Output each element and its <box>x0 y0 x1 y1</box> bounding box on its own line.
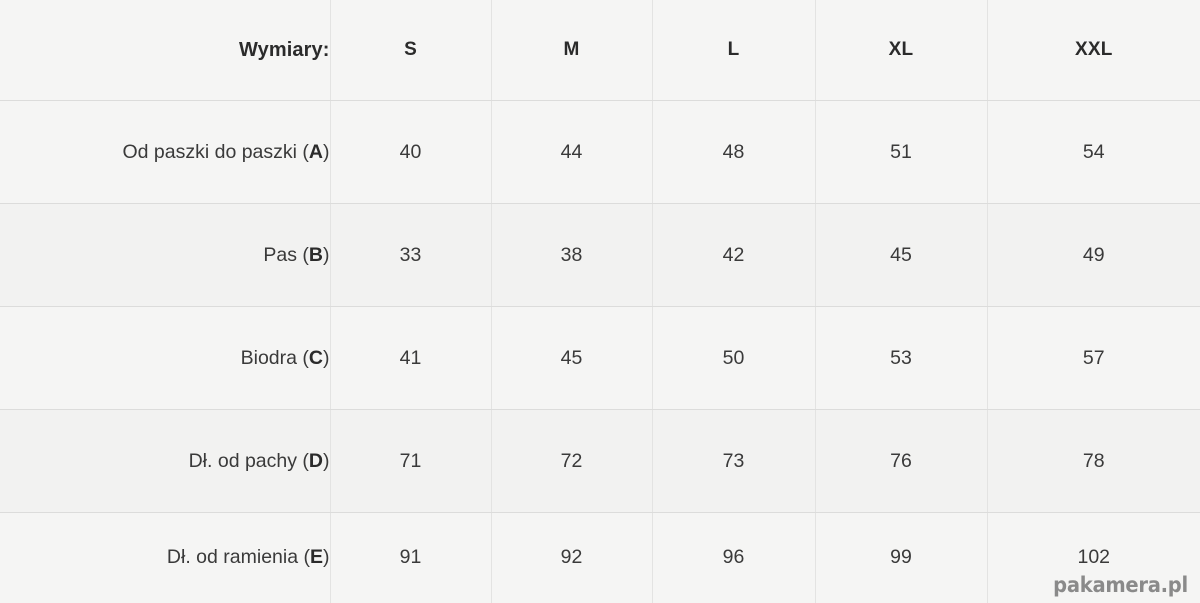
cell-c-xl: 53 <box>815 306 988 410</box>
row-label-b: Pas (B) <box>0 203 331 307</box>
cell-c-m: 45 <box>491 306 653 410</box>
cell-d-xxl: 78 <box>987 409 1200 513</box>
row-label-d-key: D <box>308 449 323 472</box>
cell-d-m: 72 <box>491 409 653 513</box>
row-label-b-suffix: ) <box>323 243 330 266</box>
cell-c-xxl: 57 <box>987 306 1200 410</box>
row-label-c-key: C <box>308 346 323 369</box>
row-label-a-key: A <box>308 140 323 163</box>
row-label-b-key: B <box>308 243 323 266</box>
header-size-l: L <box>652 0 816 101</box>
cell-e-s: 91 <box>330 512 492 603</box>
cell-e-m: 92 <box>491 512 653 603</box>
header-size-xl: XL <box>815 0 988 101</box>
cell-c-s: 41 <box>330 306 492 410</box>
row-label-a: Od paszki do paszki (A) <box>0 100 331 204</box>
table-row: Od paszki do paszki (A) 40 44 48 51 54 <box>0 100 1200 204</box>
row-label-d-suffix: ) <box>323 449 330 472</box>
table-body: Od paszki do paszki (A) 40 44 48 51 54 P… <box>0 100 1200 603</box>
cell-b-xl: 45 <box>815 203 988 307</box>
row-label-a-suffix: ) <box>323 140 330 163</box>
header-size-s: S <box>330 0 492 101</box>
cell-d-xl: 76 <box>815 409 988 513</box>
row-label-e-key: E <box>309 546 323 569</box>
cell-a-xl: 51 <box>815 100 988 204</box>
cell-e-xl: 99 <box>815 512 988 603</box>
header-size-m: M <box>491 0 653 101</box>
cell-d-s: 71 <box>330 409 492 513</box>
row-label-b-text: Pas ( <box>263 243 309 266</box>
row-label-c: Biodra (C) <box>0 306 331 410</box>
row-label-c-suffix: ) <box>323 346 330 369</box>
cell-b-m: 38 <box>491 203 653 307</box>
cell-a-xxl: 54 <box>987 100 1200 204</box>
table-row: Dł. od ramienia (E) 91 92 96 99 102 <box>0 512 1200 603</box>
cell-e-l: 96 <box>652 512 816 603</box>
cell-b-s: 33 <box>330 203 492 307</box>
table-row: Biodra (C) 41 45 50 53 57 <box>0 306 1200 410</box>
table-row: Pas (B) 33 38 42 45 49 <box>0 203 1200 307</box>
table-header: Wymiary: S M L XL XXL <box>0 0 1200 101</box>
cell-a-m: 44 <box>491 100 653 204</box>
cell-e-xxl: 102 <box>987 512 1200 603</box>
cell-a-s: 40 <box>330 100 492 204</box>
cell-b-xxl: 49 <box>987 203 1200 307</box>
row-label-d-text: Dł. od pachy ( <box>188 449 309 472</box>
cell-d-l: 73 <box>652 409 816 513</box>
row-label-c-text: Biodra ( <box>240 346 309 369</box>
cell-b-l: 42 <box>652 203 816 307</box>
row-label-a-text: Od paszki do paszki ( <box>122 140 309 163</box>
table-row: Dł. od pachy (D) 71 72 73 76 78 <box>0 409 1200 513</box>
row-label-e: Dł. od ramienia (E) <box>0 512 331 603</box>
row-label-e-suffix: ) <box>323 546 330 569</box>
header-measurements-label: Wymiary: <box>0 0 331 101</box>
header-size-xxl: XXL <box>987 0 1200 101</box>
cell-a-l: 48 <box>652 100 816 204</box>
cell-c-l: 50 <box>652 306 816 410</box>
row-label-e-text: Dł. od ramienia ( <box>166 546 310 569</box>
row-label-d: Dł. od pachy (D) <box>0 409 331 513</box>
header-row: Wymiary: S M L XL XXL <box>0 0 1200 101</box>
